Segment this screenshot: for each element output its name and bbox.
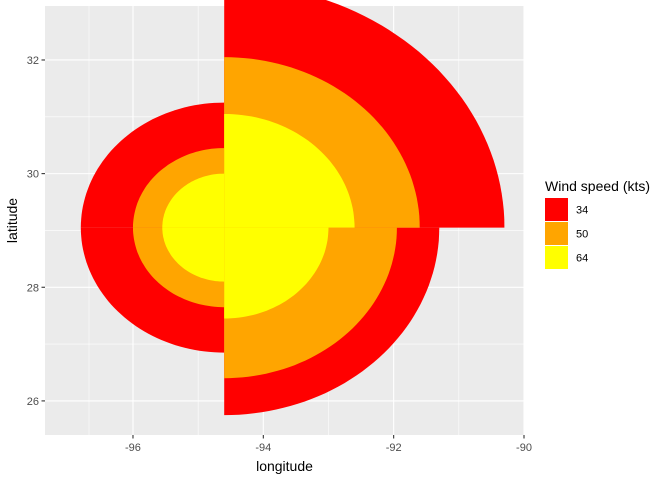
x-tick-label: -94 bbox=[255, 442, 271, 454]
y-tick-label: 30 bbox=[27, 169, 39, 181]
y-axis: 26 28 30 32 bbox=[27, 55, 45, 408]
legend-key-50 bbox=[545, 222, 568, 245]
legend-items: 34 50 64 bbox=[545, 198, 588, 269]
wind-quadrant-64-se bbox=[224, 227, 329, 319]
wind-quadrant-64-ne bbox=[224, 114, 355, 228]
wind-quadrant-64-sw bbox=[162, 227, 225, 282]
x-tick-label: -92 bbox=[386, 442, 402, 454]
wind-area-64 bbox=[162, 114, 355, 319]
wind-quadrant-64-nw bbox=[162, 173, 225, 228]
x-tick-label: -90 bbox=[516, 442, 532, 454]
y-tick-label: 32 bbox=[27, 55, 39, 67]
wind-areas bbox=[80, 0, 505, 416]
legend: Wind speed (kts) 34 50 64 bbox=[545, 178, 650, 269]
y-tick-label: 28 bbox=[27, 282, 39, 294]
legend-label-50: 50 bbox=[576, 229, 588, 241]
legend-key-34 bbox=[545, 198, 568, 221]
legend-title: Wind speed (kts) bbox=[545, 178, 650, 194]
legend-label-64: 64 bbox=[576, 253, 588, 265]
x-axis-title: longitude bbox=[256, 458, 313, 474]
x-axis: -96 -94 -92 -90 bbox=[125, 435, 532, 454]
x-tick-label: -96 bbox=[125, 442, 141, 454]
y-tick-label: 26 bbox=[27, 396, 39, 408]
y-axis-title: latitude bbox=[4, 198, 20, 243]
legend-key-64 bbox=[545, 246, 568, 269]
legend-label-34: 34 bbox=[576, 205, 588, 217]
